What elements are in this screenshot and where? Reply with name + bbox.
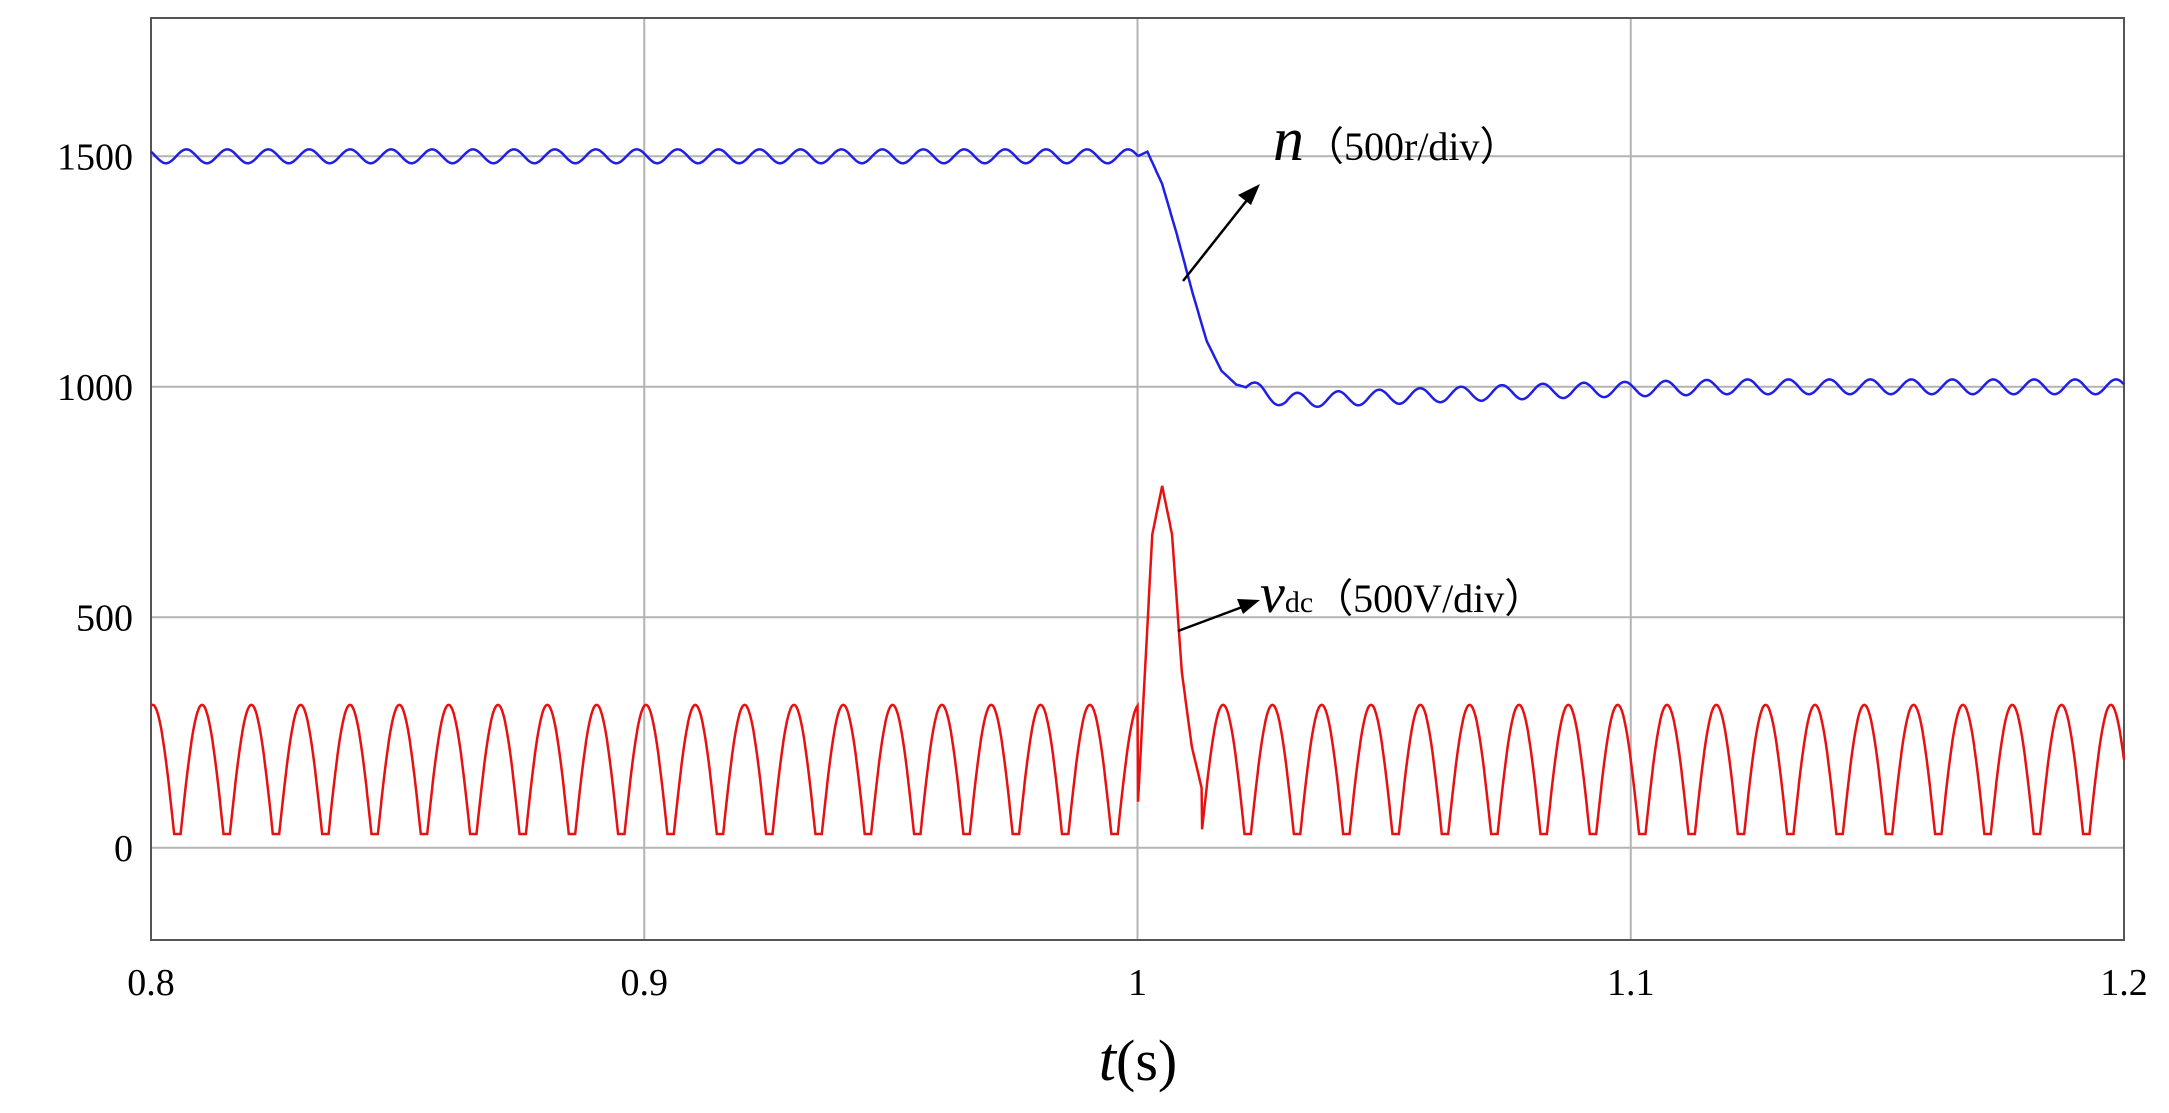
x-tick-label: 1.1 [1607,962,1655,1004]
annotation-vdc-label: vdc（500V/div） [1260,563,1544,625]
annotation-vdc-symbol: v [1260,563,1285,625]
annotation-vdc-arrowhead [1237,599,1260,614]
y-tick-label: 0 [114,828,133,870]
annotation-n-scale: （500r/div） [1304,124,1520,169]
annotation-n-arrowhead [1238,184,1260,205]
annotation-vdc: vdc（500V/div） [1177,563,1544,633]
y-tick-label: 1500 [57,136,133,178]
annotation-vdc-scale: （500V/div） [1313,576,1544,621]
y-tick-label: 1000 [57,367,133,409]
x-tick-label: 0.9 [621,962,669,1004]
annotation-vdc-subscript: dc [1285,586,1313,619]
x-axis-label-unit: (s) [1116,1028,1177,1093]
series-layer [150,148,2126,836]
plot-frame [150,17,2125,941]
tick-labels: 0.8 0.9 1 1.1 1.2 0 500 1000 1500 [57,136,2148,1004]
x-tick-label: 1.2 [2100,962,2148,1004]
x-tick-label: 1 [1128,962,1147,1004]
series-n-line [150,148,2125,409]
annotation-n-arrow [1182,189,1256,282]
series-vdc-line [150,485,2126,836]
annotation-n-symbol: n [1273,106,1304,174]
y-tick-label: 500 [76,597,133,639]
x-axis-label-var: t [1099,1026,1118,1094]
x-tick-label: 0.8 [127,962,175,1004]
annotation-n-label: n（500r/div） [1273,106,1520,174]
annotation-n: n（500r/div） [1182,106,1520,282]
x-axis-label: t(s) [1099,1026,1177,1094]
